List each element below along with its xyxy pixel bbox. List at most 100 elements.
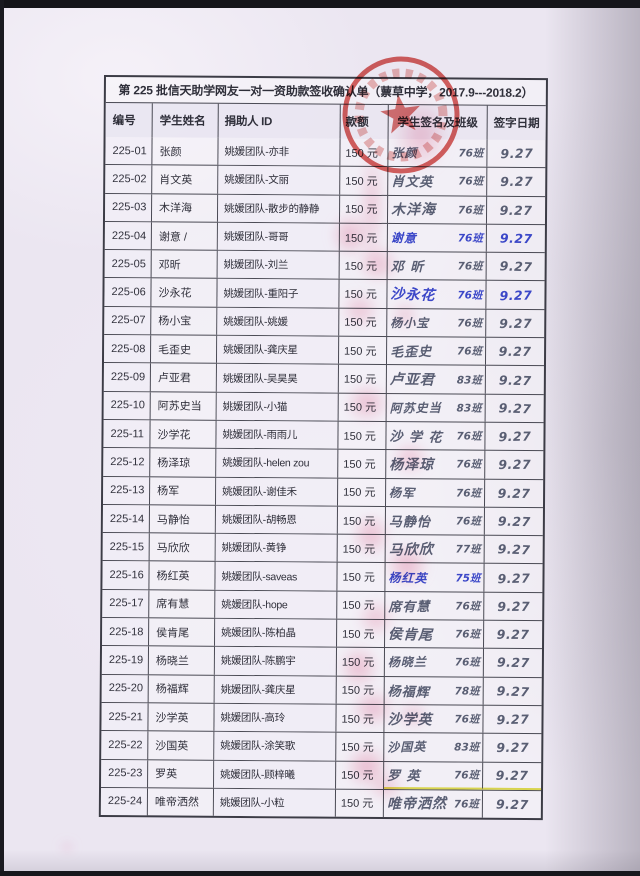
cell-number: 225-16 [102,561,150,590]
cell-signature-class: 杨小宝 76班 [387,308,487,337]
cell-sign-date: 9.27 [483,734,541,762]
class-label: 76班 [457,289,483,302]
sign-date: 9.27 [498,343,532,360]
cell-donor-id: 姚媛团队-刘兰 [217,250,340,280]
cell-number: 225-14 [102,504,150,533]
cell-donor-id: 姚媛团队-亦非 [218,137,341,166]
cell-donor-id: 姚媛团队-雨雨儿 [216,420,339,449]
cell-number: 225-09 [103,363,151,392]
table-row: 225-16 杨红英 姚媛团队-saveas 150 元 杨红英 75班 9.2… [102,560,543,592]
student-signature: 木洋海 [390,202,437,219]
sign-date: 9.27 [495,767,529,783]
class-label: 76班 [457,260,483,273]
cell-number: 225-24 [100,787,149,816]
class-label: 76班 [457,204,484,217]
cell-student-name: 沙学英 [148,703,215,732]
student-signature: 沙学英 [387,711,433,728]
cell-signature-class: 木洋海 76班 [387,195,488,224]
table-title-row: 第 225 批信天助学网友一对一资助款签收确认单（蔈草中学，2017.9---2… [106,77,546,105]
student-signature: 毛歪史 [389,344,433,361]
cell-donor-id: 姚媛团队-重阳子 [217,279,340,308]
student-signature: 杨军 [388,485,416,501]
sign-date: 9.27 [496,683,530,700]
scanner-edge-left [0,0,4,876]
sign-date: 9.27 [498,315,532,331]
cell-sign-date: 9.27 [483,790,541,818]
class-label: 76班 [456,430,482,443]
cell-sign-date: 9.27 [484,564,542,592]
cell-amount: 150 元 [339,308,388,337]
cell-student-name: 肖文英 [152,165,219,194]
cell-number: 225-05 [104,250,152,278]
cell-number: 225-08 [103,335,152,363]
cell-sign-date: 9.27 [487,253,545,281]
cell-donor-id: 姚媛团队-小猫 [216,392,339,421]
cell-sign-date: 9.27 [484,649,542,677]
cell-number: 225-06 [104,278,152,307]
table-row: 225-09 卢亚君 姚媛团队-吴昊昊 150 元 卢亚君 83班 9.27 [103,362,544,394]
cell-sign-date: 9.27 [484,592,542,620]
student-signature: 杨福辉 [387,684,430,701]
cell-donor-id: 姚媛团队-hope [215,590,338,619]
student-signature: 沙 学 花 [389,429,443,447]
cell-signature-class: 邓 昕 76班 [387,252,487,281]
cell-number: 225-15 [102,533,150,561]
cell-number: 225-03 [104,193,153,222]
cell-amount: 150 元 [338,449,387,478]
sign-date: 9.27 [499,202,533,218]
cell-amount: 150 元 [337,506,386,535]
student-signature: 邓 昕 [390,260,425,276]
cell-amount: 150 元 [337,619,386,648]
cell-donor-id: 姚媛团队-陈柏晶 [215,618,338,647]
cell-amount: 150 元 [336,761,385,789]
table-row: 225-03 木洋海 姚媛团队-散步的静静 150 元 木洋海 76班 9.27 [104,192,546,224]
header-student-name: 学生姓名 [152,103,219,138]
cell-student-name: 杨晓兰 [148,646,216,675]
sign-date: 9.27 [496,655,530,671]
cell-signature-class: 杨晓兰 76班 [384,648,485,677]
student-signature: 杨泽琼 [389,456,435,474]
table-row: 225-21 沙学英 姚媛团队-高玲 150 元 沙学英 76班 9.27 [101,701,542,734]
sign-date: 9.27 [497,513,531,530]
sign-date: 9.27 [496,570,531,586]
cell-number: 225-01 [105,137,153,165]
cell-student-name: 谢意 / [151,222,218,250]
cell-number: 225-20 [101,674,149,703]
scanner-edge-top [0,0,640,8]
cell-amount: 150 元 [339,223,388,252]
cell-amount: 150 元 [338,393,387,421]
student-signature: 杨小宝 [390,315,430,331]
class-label: 76班 [454,628,481,641]
sign-date: 9.27 [495,740,529,756]
cell-number: 225-13 [103,476,151,505]
cell-amount: 150 元 [336,704,385,733]
cell-student-name: 杨红英 [149,561,216,590]
sign-date: 9.27 [497,428,532,445]
sign-date: 9.27 [497,541,531,558]
table-row: 225-02 肖文英 姚媛团队-文丽 150 元 肖文英 76班 9.27 [105,164,546,196]
cell-amount: 150 元 [338,365,387,393]
class-label: 76班 [456,458,482,472]
table-row: 225-06 沙永花 姚媛团队-重阳子 150 元 沙永花 76班 9.27 [104,277,545,309]
cell-student-name: 唯帝洒然 [147,788,215,816]
cell-amount: 150 元 [339,195,389,223]
cell-student-name: 席有慧 [149,590,216,618]
class-label: 76班 [455,600,481,613]
cell-sign-date: 9.27 [485,536,543,564]
cell-number: 225-07 [104,306,152,335]
cell-student-name: 毛歪史 [150,335,218,364]
cell-amount: 150 元 [336,732,385,761]
cell-donor-id: 姚媛团队-顾梓曦 [214,760,337,789]
cell-signature-class: 阿苏史当 83班 [386,393,486,422]
document-title: 第 225 批信天助学网友一对一资助款签收确认单（蔈草中学，2017.9---2… [118,83,534,100]
cell-donor-id: 姚媛团队-胡畅恩 [215,505,338,534]
class-label: 76班 [453,769,480,782]
cell-student-name: 沙永花 [151,278,218,307]
sign-date: 9.27 [497,457,531,473]
cell-sign-date: 9.27 [485,508,543,536]
table-row: 225-24 唯帝洒然 姚媛团队-小粒 150 元 唯帝洒然 76班 9.27 [100,786,542,819]
cell-sign-date: 9.27 [486,281,544,309]
cell-student-name: 罗英 [148,759,215,788]
table-row: 225-15 马欣欣 姚媛团队-黄铮 150 元 马欣欣 77班 9.27 [102,532,543,564]
cell-sign-date: 9.27 [487,196,545,224]
